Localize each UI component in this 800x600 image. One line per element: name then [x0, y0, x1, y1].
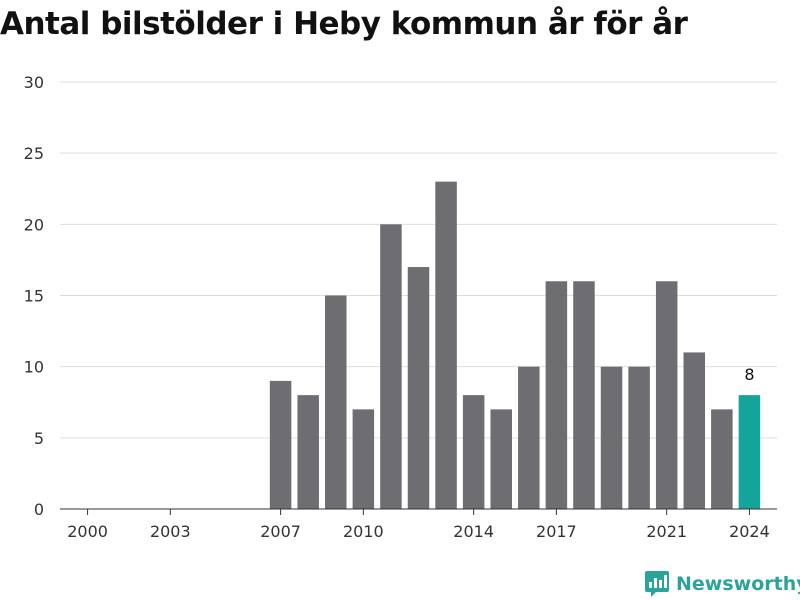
data-labels: 8: [744, 365, 754, 384]
bar: [738, 395, 761, 509]
x-tick-label: 2021: [646, 522, 687, 541]
bar: [435, 181, 457, 509]
x-tick-label: 2007: [260, 522, 301, 541]
x-tick-label: 2024: [729, 522, 770, 541]
bar: [325, 295, 347, 509]
data-label: 8: [744, 365, 754, 384]
bar: [600, 366, 623, 509]
y-tick-label: 25: [24, 144, 44, 163]
bar: [545, 281, 568, 509]
bar: [518, 366, 540, 509]
y-tick-label: 20: [24, 215, 44, 234]
y-tick-label: 0: [34, 500, 44, 519]
x-tick-label: 2014: [453, 522, 494, 541]
bar: [269, 380, 292, 509]
y-tick-label: 5: [34, 429, 44, 448]
bar: [380, 224, 402, 510]
bar: [352, 409, 375, 509]
x-tick-label: 2017: [536, 522, 577, 541]
chart-title: Antal bilstölder i Heby kommun år för år: [0, 6, 688, 42]
y-tick-label: 15: [24, 287, 44, 306]
y-tick-label: 30: [24, 73, 44, 92]
y-axis: 0 5 10 15 20 25 30: [24, 73, 44, 519]
bar: [297, 395, 319, 509]
bar: [628, 366, 650, 509]
brand-name: Newsworthy: [676, 573, 800, 595]
chart-logo-icon: [645, 571, 669, 597]
bar: [573, 281, 595, 509]
bar: [462, 395, 485, 509]
x-tick-label: 2010: [343, 522, 384, 541]
x-tick-label: 2003: [150, 522, 191, 541]
bar: [683, 352, 706, 509]
x-tick-label: 2000: [67, 522, 108, 541]
x-axis: 2000 2003 2007 2010 2014 2017 2021 2024: [60, 508, 777, 541]
brand: Newsworthy: [644, 570, 800, 598]
bar: [490, 409, 512, 509]
bars: [269, 181, 761, 510]
bar: [711, 409, 733, 509]
y-tick-label: 10: [24, 358, 44, 377]
bar: [655, 281, 678, 509]
bar: [407, 267, 430, 509]
